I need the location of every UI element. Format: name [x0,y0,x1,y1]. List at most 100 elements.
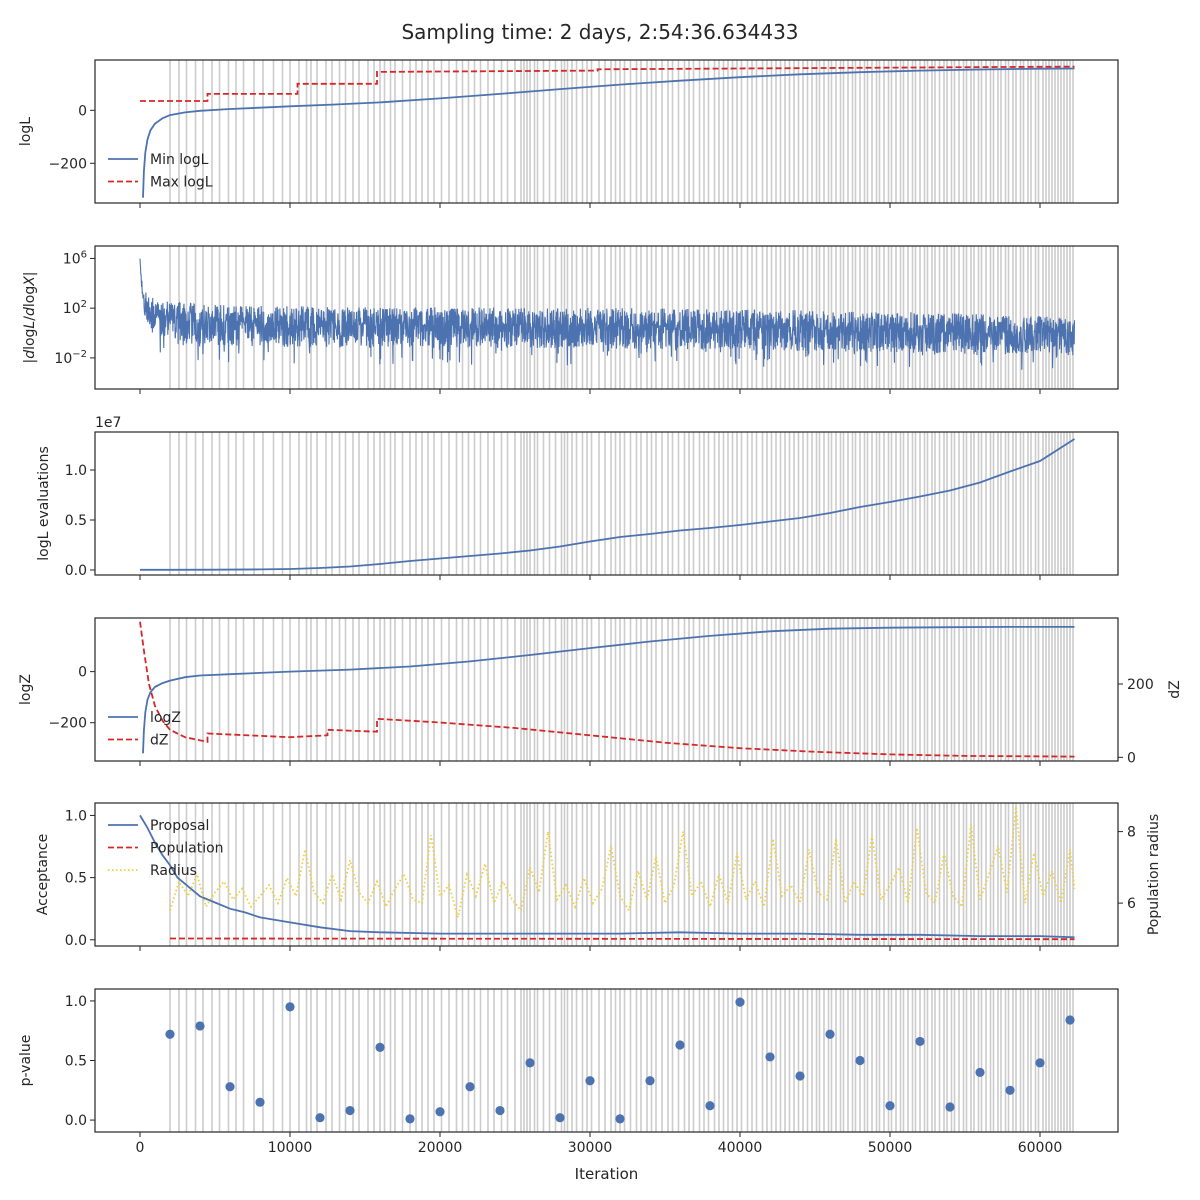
point-pvalue [375,1042,385,1052]
plot-area-acceptance [139,803,1076,946]
shaded-iterations-evals [169,432,1074,575]
point-pvalue [1005,1085,1015,1095]
point-pvalue [315,1113,325,1123]
legend-label: Radius [150,863,197,879]
y-tick-label: 0 [78,665,87,681]
axes-frame-logz [94,617,1119,762]
series-logl-min-logl [142,67,1075,198]
axes-frame-logl [94,59,1119,204]
point-pvalue [825,1029,835,1039]
point-pvalue [585,1076,595,1086]
point-pvalue [255,1097,265,1107]
y-offset-label: 1e7 [95,415,121,431]
point-pvalue [735,997,745,1007]
y-tick-label: 102 [63,299,87,317]
point-pvalue [1035,1058,1045,1068]
y-tick-label: 0 [78,103,87,119]
y-axis-label: |dlogL/dlogX| [22,271,38,363]
legend-label: Max logL [150,175,213,191]
legend-label: Population [150,841,224,857]
shaded-iterations-pvalue [169,989,1074,1132]
y-tick-label: 1.0 [65,808,87,824]
plot-area-evals [140,432,1075,575]
point-pvalue [495,1105,505,1116]
series-logl-max-logl [140,65,1075,102]
y-axis-label: logL [18,117,34,146]
figure-title: Sampling time: 2 days, 2:54:36.634433 [401,20,799,44]
plot-area-logz [139,618,1075,761]
panel-logl: 0 −200 logL Min logL Max logL [18,59,1119,208]
point-pvalue [555,1113,565,1123]
shaded-iterations-logz [169,618,1074,761]
shaded-iterations-acceptance [169,803,1074,946]
series-evals-0 [140,438,1075,571]
legend-acceptance: Proposal Population Radius [108,818,224,879]
legend-logl: Min logL Max logL [108,152,213,191]
point-pvalue [465,1082,475,1092]
point-pvalue [525,1058,535,1068]
series-logz-dz [139,621,1075,758]
x-tick-label: 40000 [718,1140,763,1156]
shaded-iterations-logl [169,60,1074,203]
x-tick-label: 30000 [568,1140,613,1156]
y-tick-label: 0.5 [65,1054,87,1070]
point-pvalue [855,1055,865,1066]
y-right-tick-label: 0 [1127,750,1136,766]
legend-label: Proposal [150,818,209,834]
axes-frame-acceptance [94,802,1119,947]
axes-frame-pvalue [94,988,1119,1133]
x-tick-label: 10000 [268,1140,313,1156]
y-right-tick-label: 8 [1127,825,1136,841]
y-axis-right-label: Population radius [1146,814,1162,935]
point-pvalue [405,1114,415,1124]
panel-evals: 0.0 0.5 1.0 logL evaluations 1e7 [36,415,1119,580]
y-tick-label: −200 [49,156,87,172]
point-pvalue [195,1021,205,1031]
panel-dlogl: 106 102 10−2 |dlogL/dlogX| [22,245,1119,394]
series-pvalue-0 [165,997,1075,1124]
legend-label: Min logL [150,152,209,168]
point-pvalue [645,1076,655,1086]
point-pvalue [675,1040,685,1050]
point-pvalue [885,1101,895,1111]
y-tick-label: −200 [49,716,87,732]
point-pvalue [435,1107,445,1117]
y-axis-label: logZ [18,674,34,705]
axes-frame-dlogl [94,245,1119,390]
y-tick-label: 106 [63,249,87,267]
point-pvalue [345,1105,355,1116]
point-pvalue [915,1036,925,1047]
y-tick-label: 0.0 [65,933,87,949]
y-tick-label: 0.0 [65,1113,87,1129]
point-pvalue [945,1102,955,1112]
y-axis-label: logL evaluations [36,446,52,561]
series-acceptance-population [169,937,1075,941]
legend-label: dZ [150,733,168,749]
series-acceptance-radius [169,806,1076,918]
panel-pvalue: 0 10000 20000 30000 40000 50000 60000 0.0 0.5 1.0… [18,988,1119,1156]
point-pvalue [225,1082,235,1092]
point-pvalue [795,1071,805,1081]
plot-area-dlogl [139,246,1076,389]
point-pvalue [975,1067,985,1078]
y-tick-label: 0.5 [65,871,87,887]
panel-logz: 0 −200 200 0 logZ dZ logZ dZ [18,617,1183,766]
point-pvalue [1065,1015,1075,1025]
series-logz-logz [142,626,1075,754]
plot-area-logl [140,60,1075,203]
point-pvalue [165,1029,175,1039]
axes-frame-evals [94,431,1119,576]
y-tick-label: 10−2 [54,349,87,367]
legend-logz: logZ dZ [108,710,181,749]
x-tick-label: 60000 [1018,1140,1063,1156]
plot-area-pvalue [165,989,1075,1132]
y-right-tick-label: 200 [1127,677,1154,693]
series-acceptance-proposal [139,814,1075,939]
y-tick-label: 0.5 [65,513,87,529]
point-pvalue [615,1114,625,1124]
point-pvalue [765,1052,775,1062]
x-axis-label: Iteration [575,1165,639,1183]
y-right-tick-label: 6 [1127,896,1136,912]
x-tick-label: 50000 [868,1140,913,1156]
